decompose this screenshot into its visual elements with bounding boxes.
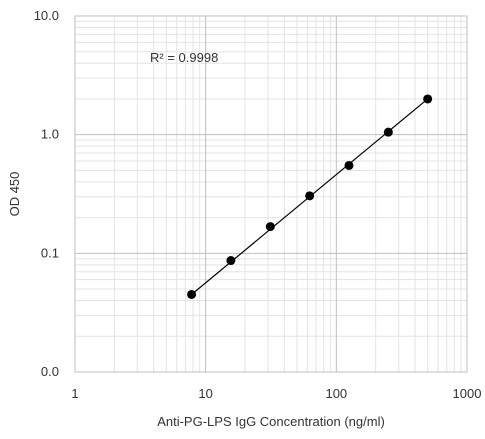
x-axis-label: Anti-PG-LPS IgG Concentration (ng/ml) [157, 414, 385, 429]
data-point [266, 222, 275, 231]
r-squared-annotation: R² = 0.9998 [150, 50, 218, 65]
data-point [423, 94, 432, 103]
x-tick-label: 1000 [453, 386, 482, 401]
y-tick-label: 1.0 [41, 127, 59, 142]
x-tick-label: 1 [71, 386, 78, 401]
data-point [305, 191, 314, 200]
y-tick-label: 10.0 [34, 8, 59, 23]
x-tick-label: 100 [325, 386, 347, 401]
data-point [384, 128, 393, 137]
data-point [187, 290, 196, 299]
x-tick-label: 10 [198, 386, 212, 401]
y-tick-label: 0.0 [41, 364, 59, 379]
data-point [226, 256, 235, 265]
y-tick-label: 0.1 [41, 245, 59, 260]
y-axis-label: OD 450 [7, 172, 22, 217]
data-point [344, 161, 353, 170]
